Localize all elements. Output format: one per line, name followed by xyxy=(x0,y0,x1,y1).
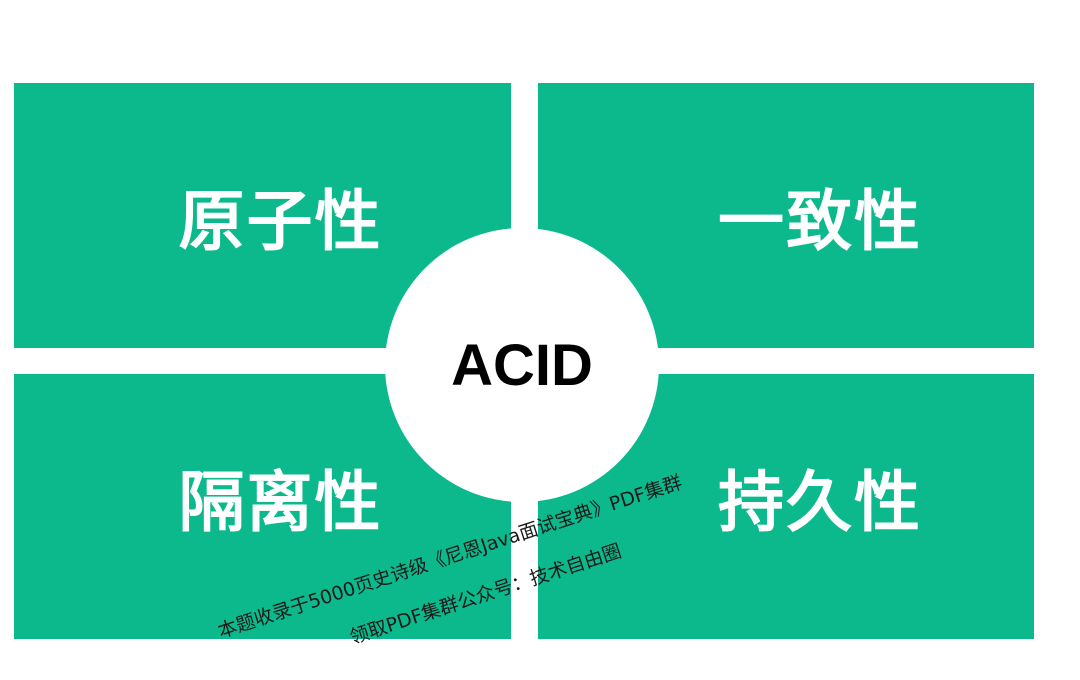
quadrant-atomicity: 原子性 xyxy=(14,83,511,348)
quadrant-consistency-label: 一致性 xyxy=(718,182,922,260)
quadrant-atomicity-label: 原子性 xyxy=(178,182,383,260)
quadrant-durability-label: 持久性 xyxy=(718,463,922,541)
center-circle: ACID xyxy=(385,228,659,502)
quadrant-isolation-label: 隔离性 xyxy=(178,463,383,541)
quadrant-isolation: 隔离性 xyxy=(14,374,511,639)
center-label: ACID xyxy=(451,332,593,398)
